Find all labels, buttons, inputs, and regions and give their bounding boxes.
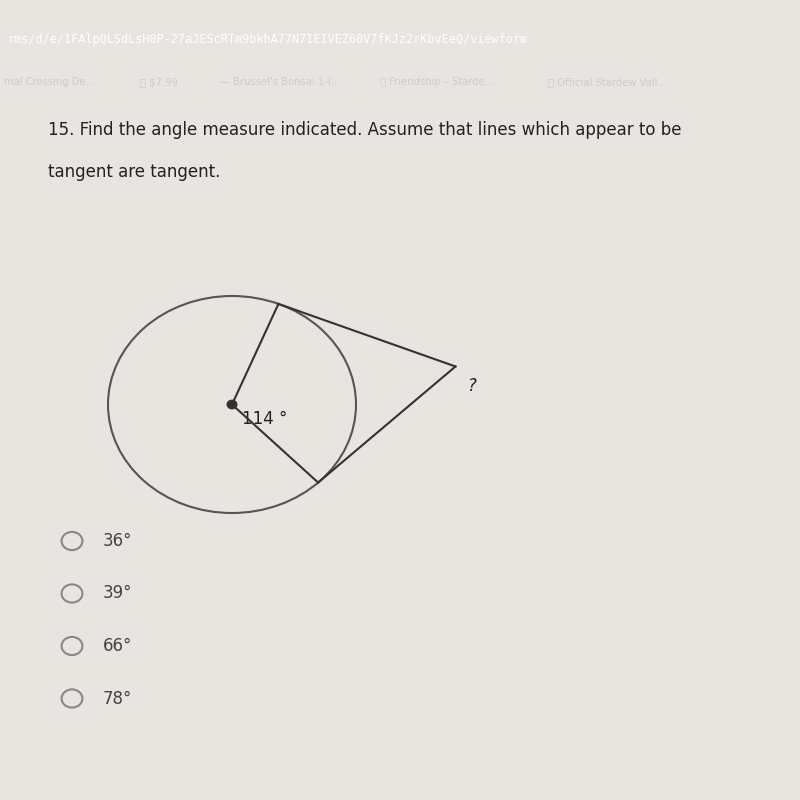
Circle shape — [227, 400, 237, 409]
Text: ?: ? — [467, 377, 476, 395]
Text: 🍂 Friendship – Starde...: 🍂 Friendship – Starde... — [380, 77, 494, 87]
Text: 🍂 Official Stardew Vall...: 🍂 Official Stardew Vall... — [548, 77, 667, 87]
Text: ⭐ $7.99: ⭐ $7.99 — [140, 77, 178, 87]
Text: 66°: 66° — [102, 637, 132, 655]
Text: tangent are tangent.: tangent are tangent. — [48, 163, 220, 181]
Text: 15. Find the angle measure indicated. Assume that lines which appear to be: 15. Find the angle measure indicated. As… — [48, 121, 682, 139]
Text: 78°: 78° — [102, 690, 132, 707]
Text: 114 °: 114 ° — [242, 410, 287, 428]
Text: mal Crossing De...: mal Crossing De... — [4, 77, 95, 87]
Text: rms/d/e/1FAlpQLSdLsH0P-27aJEScRTm9bkhA77N7IEIVEZ60V7fKJz2rKbvEeQ/viewform: rms/d/e/1FAlpQLSdLsH0P-27aJEScRTm9bkhA77… — [8, 33, 528, 46]
Text: 39°: 39° — [102, 585, 132, 602]
Text: 36°: 36° — [102, 532, 132, 550]
Text: — Brussel's Bonsai 1-i...: — Brussel's Bonsai 1-i... — [220, 77, 341, 87]
